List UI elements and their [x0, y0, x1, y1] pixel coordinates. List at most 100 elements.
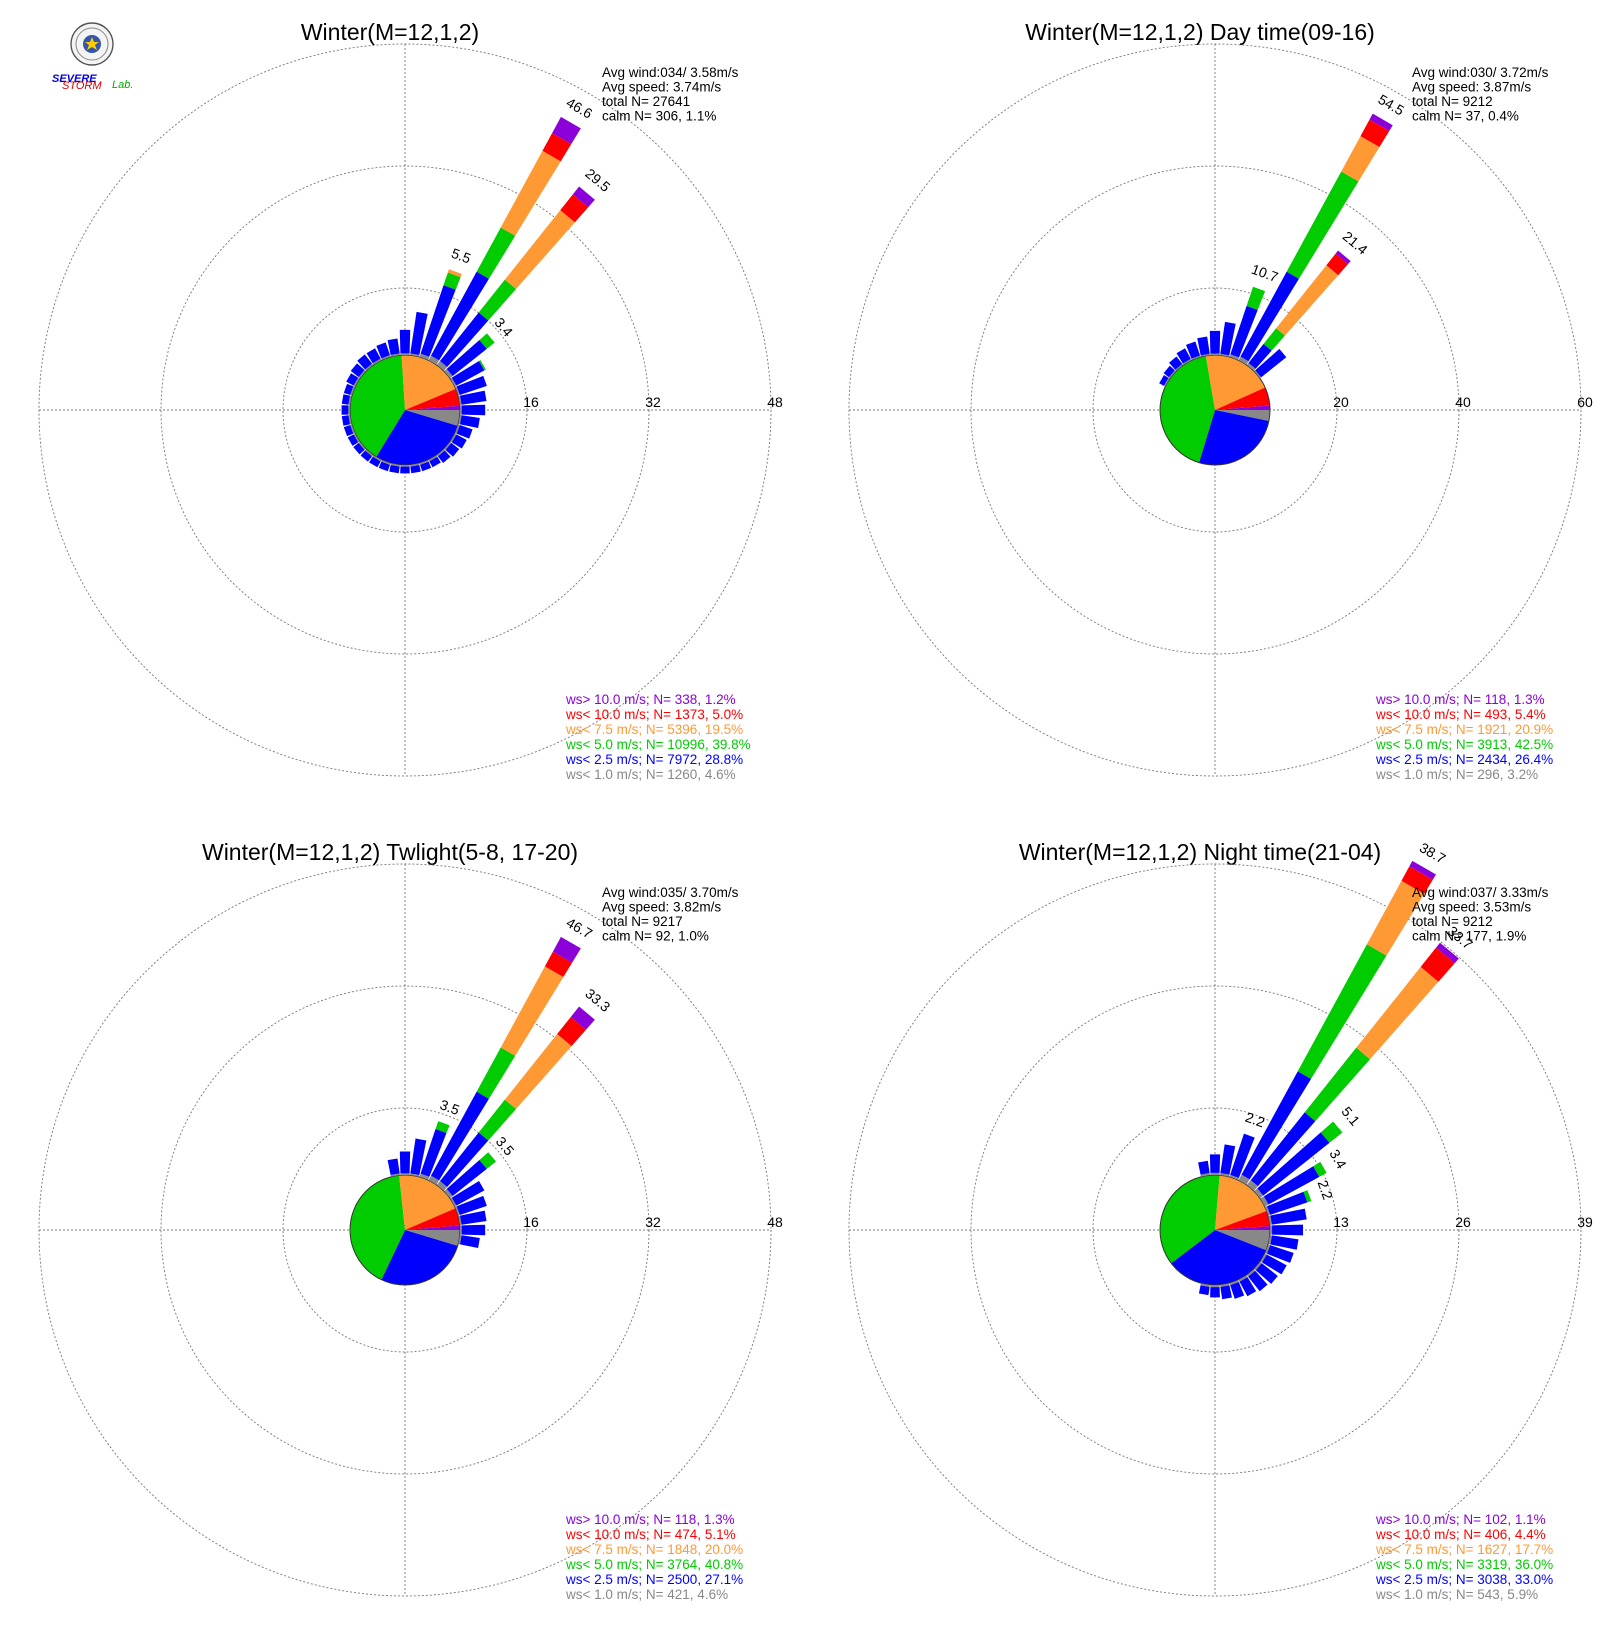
petal-segment — [1240, 271, 1299, 362]
petal-segment — [410, 463, 420, 467]
petal-segment — [1220, 1283, 1230, 1288]
petal-segment — [1169, 356, 1183, 370]
petal-segment — [1248, 343, 1272, 369]
windrose-svg: Winter(M=12,1,2) Night time(21-04) 13 26 39… — [848, 839, 1593, 1602]
petal-segment — [1260, 1253, 1267, 1263]
petal-segment — [1303, 1190, 1312, 1203]
petal-segment — [1220, 321, 1236, 356]
info-total: total N= 9217 — [602, 914, 683, 929]
petal-label: 3.4 — [491, 314, 516, 339]
ring-tick-label: 20 — [1333, 394, 1349, 410]
petal-segment — [410, 353, 420, 357]
info-calm: calm N= 306, 1.1% — [602, 109, 716, 124]
petal-segment — [1286, 171, 1359, 279]
legend-entry: ws< 5.0 m/s; N= 3319, 36.0% — [1375, 1557, 1553, 1572]
legend-entry: ws< 2.5 m/s; N= 7972, 28.8% — [565, 752, 743, 767]
ring-tick-label: 39 — [1577, 1214, 1593, 1230]
ring-tick-label: 16 — [523, 1214, 539, 1230]
petal-segment — [1260, 1196, 1269, 1207]
petal-segment — [1254, 1261, 1262, 1271]
petal-segment — [460, 1210, 487, 1225]
petal-segment — [455, 424, 460, 434]
petal-segment — [1255, 348, 1287, 378]
petal-segment — [1257, 1132, 1330, 1196]
petal-segment — [1210, 1172, 1220, 1175]
petal-segment — [1267, 1191, 1308, 1215]
petal-segment — [444, 368, 453, 379]
info-total: total N= 9212 — [1412, 94, 1493, 109]
petal-segment — [390, 463, 400, 467]
petal-segment — [1210, 353, 1220, 355]
chart-title: Winter(M=12,1,2) Night time(21-04) — [1019, 839, 1381, 865]
petal-segment — [1230, 1282, 1245, 1299]
petal-segment — [1210, 1285, 1220, 1288]
pie-slice — [1215, 1230, 1270, 1251]
petal-segment — [445, 442, 460, 457]
petal-segment — [372, 455, 382, 462]
petal-segment — [560, 194, 589, 223]
pie-slice — [405, 1225, 460, 1230]
pie-slice — [1205, 355, 1266, 410]
petal-segment — [450, 1197, 457, 1207]
petal-label: 10.7 — [1249, 261, 1280, 285]
petal-segment — [1191, 355, 1201, 360]
petal-segment — [1220, 1285, 1232, 1300]
petal-segment — [1200, 353, 1210, 357]
petal-segment — [1401, 866, 1433, 894]
petal-segment — [450, 433, 457, 443]
pie-slice — [1215, 405, 1270, 410]
petal-segment — [387, 338, 400, 355]
info-avg-speed: Avg speed: 3.82m/s — [602, 900, 721, 915]
pie-slice — [1215, 387, 1270, 410]
petal-segment — [1270, 1208, 1307, 1225]
petal-segment — [390, 1173, 400, 1177]
pie-slice — [1160, 355, 1215, 463]
petal-segment — [458, 415, 462, 425]
petal-label: 5.5 — [449, 245, 473, 267]
petal-segment — [390, 353, 400, 357]
legend-entry: ws< 10.0 m/s; N= 406, 4.4% — [1375, 1527, 1546, 1542]
petal-segment — [1220, 1144, 1236, 1175]
logo-seal-icon: SEVERE STORM Lab. — [52, 22, 133, 92]
petal-segment — [381, 460, 391, 465]
petal-segment — [447, 269, 462, 278]
legend-entry: ws< 2.5 m/s; N= 2500, 27.1% — [565, 1572, 743, 1587]
legend-entry: ws< 10.0 m/s; N= 493, 5.4% — [1375, 707, 1546, 722]
info-avg-wind: Avg wind:030/ 3.72m/s — [1412, 65, 1549, 80]
petal-segment — [1262, 1254, 1287, 1275]
severe-storm-lab-logo: SEVERE STORM Lab. — [48, 22, 148, 92]
pie-slice — [405, 410, 460, 426]
petal-segment — [410, 1138, 427, 1175]
petal-label: 33.3 — [582, 985, 613, 1015]
legend-entry: ws< 1.0 m/s; N= 543, 5.9% — [1375, 1587, 1538, 1602]
legend-entry: ws< 2.5 m/s; N= 2434, 26.4% — [1375, 752, 1553, 767]
petal-segment — [1197, 336, 1210, 356]
petal-segment — [381, 355, 391, 360]
petal-segment — [1246, 286, 1266, 310]
petal-segment — [1304, 1047, 1371, 1122]
info-total: total N= 27641 — [602, 94, 690, 109]
petal-segment — [444, 1188, 453, 1199]
chart-title: Winter(M=12,1,2) Day time(09-16) — [1025, 19, 1375, 45]
petal-segment — [1210, 1287, 1220, 1298]
petal-segment — [1270, 1225, 1273, 1235]
petal-segment — [341, 405, 349, 415]
petal-segment — [1220, 1172, 1230, 1177]
petal-label: 3.5 — [493, 1133, 518, 1158]
petal-segment — [347, 434, 359, 446]
ring-tick-label: 32 — [645, 394, 661, 410]
petal-segment — [341, 415, 350, 426]
pie-slice — [376, 410, 458, 465]
petal-segment — [1265, 1206, 1271, 1216]
logo-text-2: STORM — [62, 80, 102, 92]
petal-segment — [1254, 1188, 1264, 1199]
petal-segment — [460, 415, 480, 429]
petal-segment — [1163, 377, 1170, 387]
petal-segment — [478, 1099, 517, 1141]
petal-segment — [504, 1034, 572, 1110]
petal-label: 3.4 — [1326, 1146, 1350, 1171]
petal-segment — [479, 333, 495, 349]
petal-segment — [1182, 358, 1192, 365]
petal-segment — [436, 449, 445, 457]
pie-slice — [405, 405, 460, 410]
